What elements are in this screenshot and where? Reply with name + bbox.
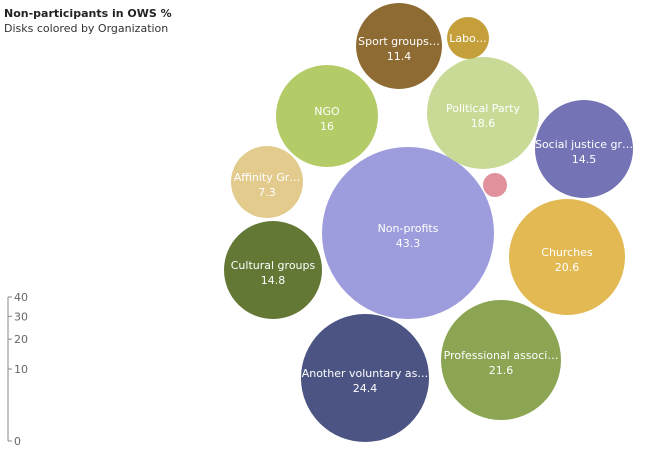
bubble-label: Labo… — [449, 32, 487, 45]
bubble-value: 21.6 — [489, 364, 514, 377]
bubble-6[interactable] — [276, 65, 378, 167]
bubble-5[interactable] — [427, 57, 539, 169]
size-scale: 0 10 20 30 40 — [7, 291, 28, 448]
bubble-value: 14.5 — [572, 153, 597, 166]
bubble-label: Non-profits — [378, 222, 439, 235]
bubble-label: Professional associ… — [444, 349, 559, 362]
bubble-label: Social justice gr… — [535, 138, 633, 151]
bubble-value: 16 — [320, 120, 334, 133]
bubble-label: Churches — [541, 246, 593, 259]
size-scale-tick-label: 20 — [14, 333, 28, 346]
bubble-value: 14.8 — [261, 274, 286, 287]
bubble-value: 24.4 — [353, 382, 378, 395]
bubble-value: 43.3 — [396, 237, 421, 250]
bubble-value: 18.6 — [471, 117, 496, 130]
bubble-12[interactable] — [483, 173, 507, 197]
size-scale-tick-label: 10 — [14, 363, 28, 376]
size-scale-tick-label: 40 — [14, 291, 28, 304]
size-scale-tick-label: 30 — [14, 310, 28, 323]
bubble-11[interactable] — [447, 17, 489, 59]
bubble-7[interactable] — [224, 221, 322, 319]
bubble-8[interactable] — [535, 100, 633, 198]
size-scale-tick-label: 0 — [14, 435, 21, 448]
bubble-label: Affinity Gr… — [234, 171, 301, 184]
chart-title: Non-participants in OWS % — [4, 7, 172, 20]
bubble-value: 11.4 — [387, 50, 412, 63]
bubble-2[interactable] — [301, 314, 429, 442]
bubble-label: Cultural groups — [231, 259, 316, 272]
bubble-1[interactable] — [322, 147, 494, 319]
bubble-10[interactable] — [231, 146, 303, 218]
chart-subtitle: Disks colored by Organization — [4, 22, 169, 35]
bubble-value: 7.3 — [258, 186, 276, 199]
bubble-label: Another voluntary as… — [302, 367, 429, 380]
bubble-label: Sport groups… — [358, 35, 440, 48]
bubble-label: Political Party — [446, 102, 521, 115]
bubble-value: 20.6 — [555, 261, 580, 274]
bubble-9[interactable] — [356, 3, 442, 89]
bubble-label: NGO — [314, 105, 340, 118]
bubble-3[interactable] — [441, 300, 561, 420]
bubble-4[interactable] — [509, 199, 625, 315]
